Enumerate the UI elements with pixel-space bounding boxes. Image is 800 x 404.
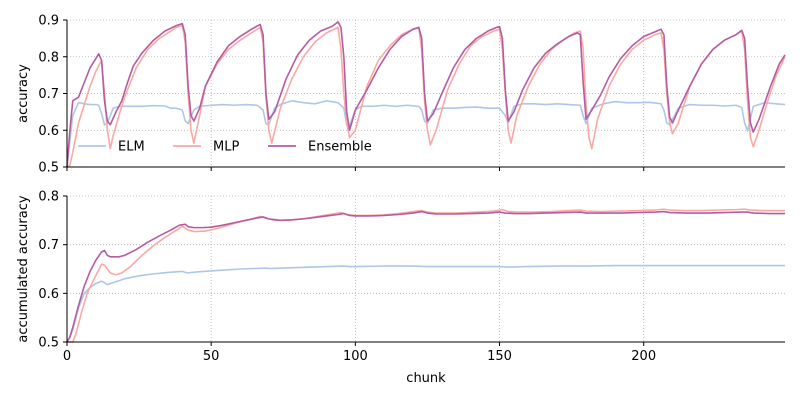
series-line-elm xyxy=(66,264,785,343)
y-tick-label: 0.5 xyxy=(38,336,59,351)
x-axis-title: chunk xyxy=(406,371,446,386)
legend-label-ensemble: Ensemble xyxy=(308,140,372,155)
y-tick-label: 0.6 xyxy=(38,124,59,139)
x-tick-label: 50 xyxy=(203,349,220,364)
x-tick-label: 150 xyxy=(487,349,512,364)
y-tick-label: 0.8 xyxy=(38,190,59,205)
legend-label-elm: ELM xyxy=(118,140,145,155)
series-line-elm xyxy=(66,100,786,168)
y-tick-label: 0.6 xyxy=(38,287,59,302)
y-tick-label: 0.7 xyxy=(38,87,59,102)
y-axis-title: accuracy xyxy=(16,64,31,123)
x-tick-label: 200 xyxy=(631,349,656,364)
accuracy-panel: 0.5 0.6 0.7 0.8 0.9 accuracy ELM MLP Ensemble xyxy=(16,14,786,176)
x-tick-label: 100 xyxy=(343,349,368,364)
x-tick-label: 0 xyxy=(63,349,71,364)
y-tick-label: 0.5 xyxy=(38,161,59,176)
y-tick-label: 0.9 xyxy=(38,14,59,29)
y-tick-label: 0.7 xyxy=(38,238,59,253)
y-tick-label: 0.8 xyxy=(38,50,59,65)
accumulated-accuracy-panel: 0 50 100 150 200 0.5 0.6 0.7 0.8 accumulated accu… xyxy=(16,190,785,386)
y-axis-title: accumulated accuracy xyxy=(16,195,31,342)
series-line-ensemble xyxy=(66,210,785,343)
series-line-ensemble xyxy=(66,21,786,168)
legend-label-mlp: MLP xyxy=(213,140,239,155)
series-line-mlp xyxy=(67,208,785,343)
chart-legend: ELM MLP Ensemble xyxy=(78,140,372,155)
